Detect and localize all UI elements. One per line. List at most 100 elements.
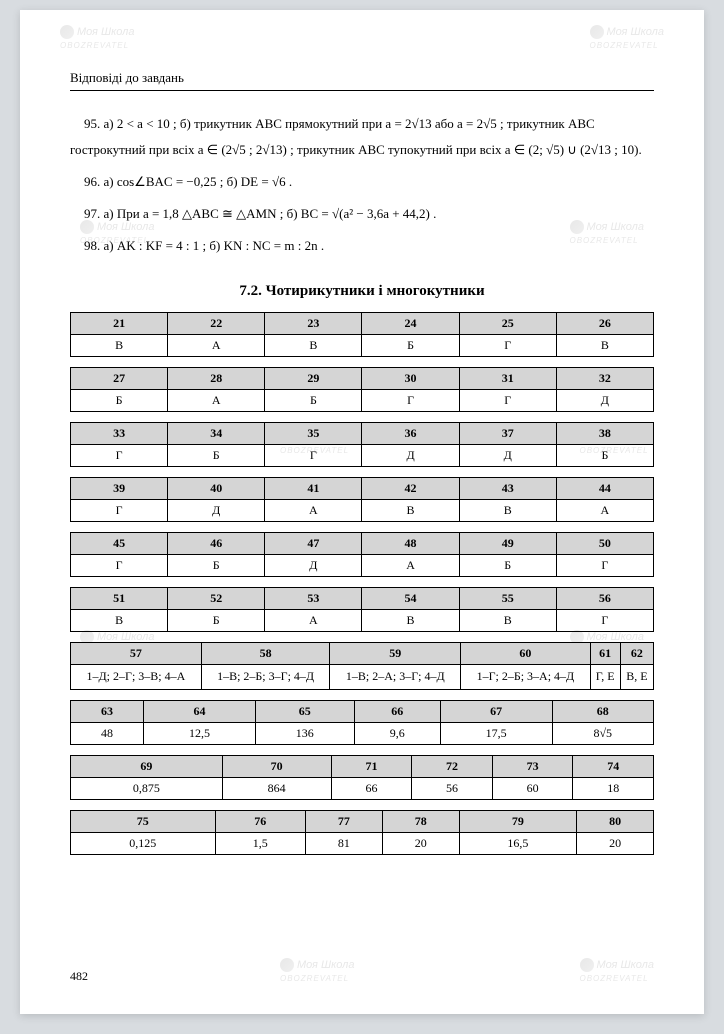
table-header-cell: 24 bbox=[362, 313, 459, 335]
page: Моя ШколаOBOZREVATEL Моя ШколаOBOZREVATE… bbox=[20, 10, 704, 1014]
watermark-sub: OBOZREVATEL bbox=[280, 974, 349, 983]
watermark-logo-icon bbox=[280, 958, 294, 972]
table-cell: Б bbox=[362, 335, 459, 357]
table-cell: 864 bbox=[222, 777, 331, 799]
table-header-cell: 78 bbox=[382, 810, 459, 832]
table-cell: Г, Е bbox=[590, 665, 620, 690]
table-header-cell: 28 bbox=[168, 368, 265, 390]
table-header-cell: 21 bbox=[71, 313, 168, 335]
watermark-text: Моя Школа bbox=[607, 26, 665, 38]
table-cell: 20 bbox=[577, 832, 654, 854]
table-cell: Д bbox=[459, 445, 556, 467]
table-header-cell: 49 bbox=[459, 533, 556, 555]
table-cell: Г bbox=[459, 390, 556, 412]
table-header-cell: 60 bbox=[461, 643, 590, 665]
answer-table: 515253545556ВБАВВГ bbox=[70, 587, 654, 632]
watermark: Моя ШколаOBOZREVATEL bbox=[580, 958, 655, 984]
table-cell: Б bbox=[265, 390, 362, 412]
table-cell: Г bbox=[71, 555, 168, 577]
table-cell: В bbox=[265, 335, 362, 357]
table-header-cell: 30 bbox=[362, 368, 459, 390]
table-header-cell: 67 bbox=[440, 700, 552, 722]
table-header-cell: 56 bbox=[556, 588, 653, 610]
table-cell: Б bbox=[168, 555, 265, 577]
table-header-cell: 44 bbox=[556, 478, 653, 500]
table-cell: 12,5 bbox=[144, 722, 256, 744]
answer-table: 5758596061621–Д; 2–Г; 3–В; 4–А1–В; 2–Б; … bbox=[70, 642, 654, 690]
table-cell: Г bbox=[362, 390, 459, 412]
table-cell: 81 bbox=[305, 832, 382, 854]
table-header-cell: 74 bbox=[573, 755, 654, 777]
table-header-cell: 62 bbox=[620, 643, 653, 665]
table-header-cell: 23 bbox=[265, 313, 362, 335]
table-cell: А bbox=[265, 610, 362, 632]
watermark: Моя ШколаOBOZREVATEL bbox=[590, 25, 665, 51]
table-header-cell: 70 bbox=[222, 755, 331, 777]
table-header-cell: 54 bbox=[362, 588, 459, 610]
table-cell: 56 bbox=[412, 777, 493, 799]
table-cell: В, Е bbox=[620, 665, 653, 690]
answer-table: 333435363738ГБГДДБ bbox=[70, 422, 654, 467]
answer-98: 98. а) AK : KF = 4 : 1 ; б) KN : NC = m … bbox=[70, 233, 654, 259]
table-header-cell: 66 bbox=[354, 700, 440, 722]
table-cell: Д bbox=[168, 500, 265, 522]
table-cell: В bbox=[71, 610, 168, 632]
table-header-cell: 63 bbox=[71, 700, 144, 722]
table-cell: 1–В; 2–А; 3–Г; 4–Д bbox=[330, 665, 461, 690]
table-header-cell: 40 bbox=[168, 478, 265, 500]
table-header-cell: 26 bbox=[556, 313, 653, 335]
watermark-logo-icon bbox=[590, 25, 604, 39]
table-header-cell: 22 bbox=[168, 313, 265, 335]
watermark-text: Моя Школа bbox=[597, 959, 655, 971]
answer-table: 394041424344ГДАВВА bbox=[70, 477, 654, 522]
table-header-cell: 68 bbox=[552, 700, 653, 722]
page-number: 482 bbox=[70, 969, 88, 984]
table-cell: Д bbox=[265, 555, 362, 577]
table-header-cell: 72 bbox=[412, 755, 493, 777]
table-header-cell: 64 bbox=[144, 700, 256, 722]
table-cell: 66 bbox=[331, 777, 412, 799]
table-header-cell: 38 bbox=[556, 423, 653, 445]
table-cell: 0,125 bbox=[71, 832, 216, 854]
table-header-cell: 52 bbox=[168, 588, 265, 610]
table-header-cell: 79 bbox=[459, 810, 577, 832]
table-cell: В bbox=[71, 335, 168, 357]
table-header-cell: 65 bbox=[255, 700, 354, 722]
table-header-cell: 45 bbox=[71, 533, 168, 555]
table-header-cell: 71 bbox=[331, 755, 412, 777]
table-cell: А bbox=[168, 335, 265, 357]
table-cell: Д bbox=[556, 390, 653, 412]
table-header-cell: 59 bbox=[330, 643, 461, 665]
table-header-cell: 27 bbox=[71, 368, 168, 390]
watermark-text: Моя Школа bbox=[77, 26, 135, 38]
table-header-cell: 50 bbox=[556, 533, 653, 555]
table-cell: 20 bbox=[382, 832, 459, 854]
table-header-cell: 35 bbox=[265, 423, 362, 445]
table-cell: Б bbox=[556, 445, 653, 467]
tables-container: 212223242526ВАВБГВ272829303132БАБГГД3334… bbox=[70, 312, 654, 855]
section-title: 7.2. Чотирикутники і многокутники bbox=[70, 283, 654, 300]
table-cell: 60 bbox=[492, 777, 573, 799]
watermark: Моя ШколаOBOZREVATEL bbox=[280, 958, 355, 984]
table-header-cell: 42 bbox=[362, 478, 459, 500]
table-header-cell: 32 bbox=[556, 368, 653, 390]
table-cell: 1–В; 2–Б; 3–Г; 4–Д bbox=[201, 665, 330, 690]
table-cell: Г bbox=[71, 445, 168, 467]
table-header-cell: 51 bbox=[71, 588, 168, 610]
table-header-cell: 33 bbox=[71, 423, 168, 445]
table-cell: Б bbox=[168, 610, 265, 632]
table-cell: 16,5 bbox=[459, 832, 577, 854]
table-cell: 0,875 bbox=[71, 777, 223, 799]
table-cell: В bbox=[459, 610, 556, 632]
table-header-cell: 73 bbox=[492, 755, 573, 777]
table-cell: Д bbox=[362, 445, 459, 467]
watermark-sub: OBOZREVATEL bbox=[60, 41, 129, 50]
table-cell: А bbox=[362, 555, 459, 577]
table-header-cell: 76 bbox=[215, 810, 305, 832]
table-cell: Г bbox=[556, 555, 653, 577]
table-cell: Г bbox=[265, 445, 362, 467]
table-cell: 9,6 bbox=[354, 722, 440, 744]
answer-96: 96. а) cos∠BAC = −0,25 ; б) DE = √6 . bbox=[70, 169, 654, 195]
table-header-cell: 77 bbox=[305, 810, 382, 832]
table-header-cell: 58 bbox=[201, 643, 330, 665]
